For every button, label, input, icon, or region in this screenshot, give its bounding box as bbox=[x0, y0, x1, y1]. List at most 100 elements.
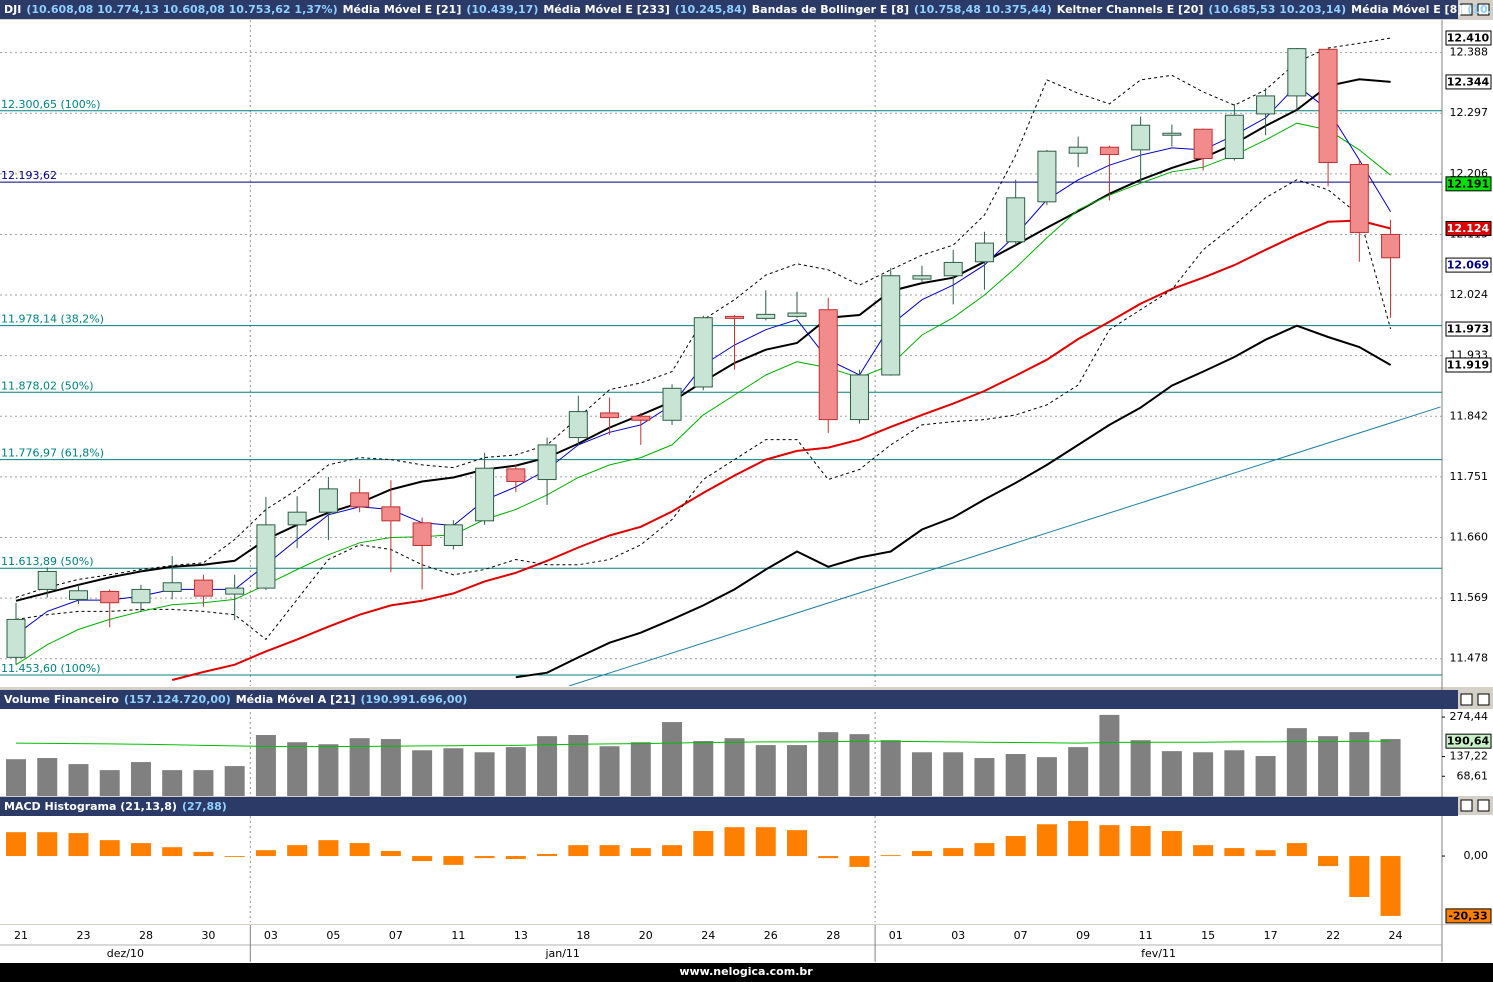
panel-header-text: Volume Financeiro (157.124.720,00) Média M… bbox=[4, 693, 467, 706]
indicator-name: Volume Financeiro bbox=[4, 693, 119, 706]
x-tick-label: 21 bbox=[14, 929, 28, 942]
month-label: jan/11 bbox=[544, 947, 579, 960]
indicator-reading: (10.758,48 10.375,44) bbox=[914, 3, 1052, 16]
bar bbox=[6, 759, 26, 796]
bar bbox=[1099, 825, 1120, 857]
price-label: 11.973 bbox=[1447, 323, 1489, 336]
bar bbox=[505, 747, 526, 796]
bar bbox=[755, 745, 776, 796]
y-tick-label: 11.478 bbox=[1450, 652, 1489, 665]
price-plot: 12.300,65 (100%) 12.193,62 11.978,14 (38,2… bbox=[0, 37, 1442, 686]
candle-body bbox=[1318, 48, 1338, 164]
close-button[interactable] bbox=[1477, 693, 1490, 706]
x-tick-label: 05 bbox=[326, 929, 340, 942]
price-label: 12.124 bbox=[1447, 222, 1490, 235]
candle-body bbox=[1162, 132, 1182, 136]
window-buttons bbox=[1460, 3, 1490, 812]
indicator-line bbox=[171, 219, 1391, 681]
price-label-box bbox=[1445, 30, 1492, 46]
bar bbox=[443, 856, 464, 865]
candle-body bbox=[475, 467, 495, 522]
candle-body bbox=[287, 511, 307, 526]
bar bbox=[1130, 740, 1151, 796]
bar bbox=[1380, 739, 1401, 796]
bar bbox=[568, 845, 589, 857]
candle-body bbox=[6, 618, 26, 658]
bar bbox=[1224, 848, 1245, 857]
bar-plot bbox=[6, 714, 1401, 796]
bar bbox=[662, 722, 683, 796]
bar bbox=[1036, 824, 1057, 857]
bar bbox=[68, 764, 89, 796]
price-label: 190,64 bbox=[1447, 735, 1490, 748]
price-label-box bbox=[1445, 176, 1492, 192]
bar bbox=[99, 770, 120, 796]
x-tick-label: 09 bbox=[1076, 929, 1090, 942]
x-tick-label: 11 bbox=[1139, 929, 1153, 942]
indicator-reading: (10.245,84) bbox=[675, 3, 747, 16]
bar bbox=[537, 736, 558, 796]
x-tick-label: 28 bbox=[826, 929, 840, 942]
price-label-box bbox=[1445, 357, 1492, 373]
bar bbox=[818, 856, 839, 859]
price-label: 12.344 bbox=[1447, 75, 1490, 88]
y-tick-label: 12.297 bbox=[1450, 106, 1489, 119]
bar bbox=[568, 735, 589, 796]
bar bbox=[1068, 747, 1089, 796]
y-tick-label: 137,22 bbox=[1450, 750, 1489, 763]
x-tick-label: 20 bbox=[639, 929, 653, 942]
candle-body bbox=[881, 275, 901, 376]
fibonacci-label: 11.453,60 (100%) bbox=[1, 662, 101, 675]
fibonacci-label: 12.300,65 (100%) bbox=[1, 98, 101, 111]
indicator-name: Bandas de Bollinger E [8] bbox=[752, 3, 909, 16]
bar bbox=[287, 742, 308, 796]
x-tick-label: 03 bbox=[264, 929, 278, 942]
candle-body bbox=[787, 312, 807, 317]
bar bbox=[724, 827, 745, 857]
indicator-reading: (10.608,08 10.774,13 10.608,08 10.753,62… bbox=[26, 3, 337, 16]
bar bbox=[1255, 850, 1276, 857]
panel-header bbox=[0, 690, 1458, 709]
bar bbox=[755, 827, 776, 857]
candle-body bbox=[756, 313, 776, 319]
y-tick-label: 11.842 bbox=[1450, 409, 1489, 422]
bar bbox=[412, 750, 433, 796]
indicator-reading: (10.566,9 bbox=[1467, 3, 1493, 16]
maximize-button[interactable] bbox=[1460, 799, 1473, 812]
price-label: 12.410 bbox=[1447, 31, 1490, 44]
bar bbox=[318, 744, 339, 796]
panel-header-text: DJI (10.608,08 10.774,13 10.608,08 10.753… bbox=[4, 3, 1493, 16]
bar bbox=[1349, 856, 1370, 897]
x-tick-label: 26 bbox=[764, 929, 778, 942]
bar bbox=[943, 752, 964, 796]
fibonacci-label: 11.878,02 (50%) bbox=[1, 379, 94, 392]
bar bbox=[380, 851, 401, 857]
price-label-box bbox=[1445, 908, 1492, 924]
candle-body bbox=[631, 415, 651, 421]
candle-body bbox=[537, 444, 557, 481]
indicator-line bbox=[15, 122, 1391, 666]
indicator-reading: (157.124.720,00) bbox=[124, 693, 231, 706]
bar bbox=[1099, 714, 1120, 796]
candle-body bbox=[350, 492, 370, 508]
candle-body bbox=[162, 582, 182, 592]
close-button[interactable] bbox=[1477, 3, 1490, 16]
bar bbox=[1161, 751, 1182, 796]
x-tick-label: 24 bbox=[701, 929, 715, 942]
candle-body bbox=[943, 261, 963, 277]
candle-body bbox=[1006, 197, 1026, 243]
bar bbox=[1005, 836, 1026, 857]
bar bbox=[693, 831, 714, 857]
bar bbox=[880, 740, 901, 796]
maximize-button[interactable] bbox=[1460, 3, 1473, 16]
candle-body bbox=[1193, 128, 1213, 160]
bar bbox=[911, 851, 932, 857]
close-button[interactable] bbox=[1477, 799, 1490, 812]
candle-body bbox=[381, 506, 401, 522]
x-tick-label: 22 bbox=[1326, 929, 1340, 942]
candle-body bbox=[693, 317, 713, 388]
y-tick-label: 68,61 bbox=[1457, 769, 1489, 782]
bar bbox=[880, 855, 901, 857]
maximize-button[interactable] bbox=[1460, 693, 1473, 706]
